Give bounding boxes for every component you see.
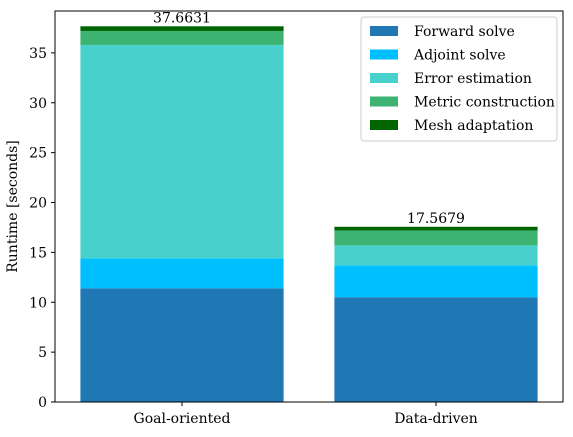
y-tick-label: 0 [38,395,47,411]
y-axis-label: Runtime [seconds] [5,140,21,273]
y-tick-label: 15 [29,245,47,261]
bar-segment-mesh-adaptation-goal-oriented [80,26,284,31]
plot-frame [54,10,564,403]
y-tick-label: 35 [29,46,47,62]
bar-segment-error-estimation-data-driven [334,245,538,266]
x-ticks: Goal-oriented Data-driven [134,402,478,427]
bar-segment-forward-solve-goal-oriented [80,288,284,402]
legend-swatch-adjoint-solve [370,49,398,60]
legend-swatch-mesh-adaptation [370,120,398,130]
bars-layer [80,26,538,402]
legend-swatch-error-estimation [370,73,398,83]
legend-label-forward-solve: Forward solve [414,24,515,40]
axes-layer [54,10,564,403]
y-tick-label: 5 [38,345,47,361]
legend-label-metric-construction: Metric construction [414,95,555,111]
legend-swatch-forward-solve [370,26,398,36]
legend-label-error-estimation: Error estimation [414,71,532,87]
bar-segment-adjoint-solve-goal-oriented [80,258,284,289]
x-tick-label: Goal-oriented [134,411,231,427]
total-labels-layer: 37.6631 17.5679 [153,10,465,226]
bar-segment-metric-construction-data-driven [334,230,538,246]
total-label-data-driven: 17.5679 [407,211,465,227]
bar-segment-error-estimation-goal-oriented [80,44,284,259]
legend-label-adjoint-solve: Adjoint solve [413,48,506,64]
y-ticks: 0 5 10 15 20 25 30 35 [29,46,55,411]
bar-segment-forward-solve-data-driven [334,297,538,402]
legend-swatch-metric-construction [370,96,398,107]
total-label-goal-oriented: 37.6631 [153,10,211,26]
bar-segment-mesh-adaptation-data-driven [334,226,538,231]
legend: Forward solve Adjoint solve Error estimati… [360,16,558,142]
bar-segment-adjoint-solve-data-driven [334,265,538,298]
bar-segment-metric-construction-goal-oriented [80,30,284,45]
y-tick-label: 20 [29,196,47,212]
legend-box [360,16,558,142]
y-tick-label: 10 [29,295,47,311]
y-tick-label: 30 [29,96,47,112]
y-tick-label: 25 [29,146,47,162]
legend-label-mesh-adaptation: Mesh adaptation [414,118,533,134]
x-tick-label: Data-driven [394,411,478,427]
